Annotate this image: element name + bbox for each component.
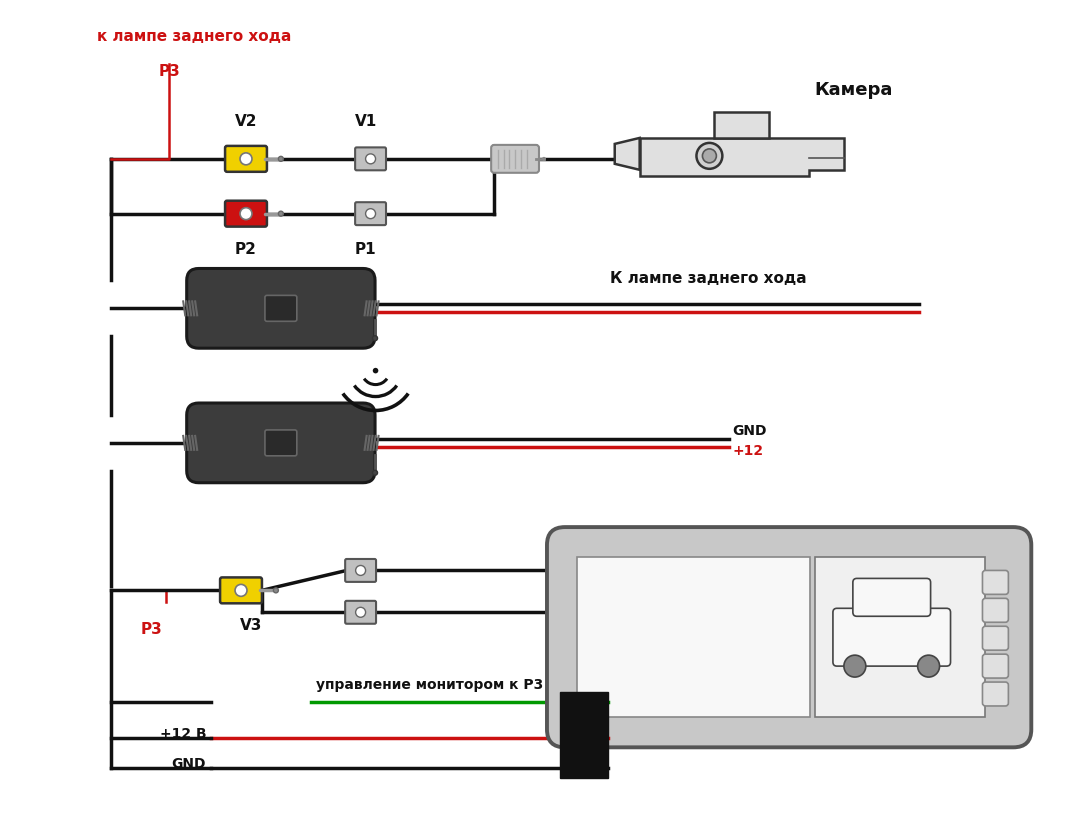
Circle shape (844, 655, 866, 677)
Circle shape (279, 156, 283, 161)
FancyBboxPatch shape (815, 557, 985, 717)
FancyBboxPatch shape (982, 598, 1009, 622)
Text: V1: V1 (355, 114, 376, 129)
Text: к лампе заднего хода: к лампе заднего хода (96, 29, 291, 44)
FancyBboxPatch shape (982, 682, 1009, 706)
Polygon shape (640, 138, 844, 176)
Circle shape (702, 149, 716, 163)
FancyBboxPatch shape (265, 295, 297, 321)
FancyBboxPatch shape (345, 559, 376, 582)
Text: P3: P3 (140, 622, 162, 637)
Circle shape (373, 470, 377, 476)
Circle shape (373, 336, 377, 341)
FancyBboxPatch shape (355, 147, 386, 170)
Polygon shape (614, 138, 640, 170)
FancyBboxPatch shape (187, 268, 375, 348)
Text: +12: +12 (732, 444, 763, 458)
Text: P2: P2 (235, 241, 257, 257)
Text: К лампе заднего хода: К лампе заднего хода (610, 272, 806, 286)
FancyBboxPatch shape (833, 608, 951, 666)
Text: P3: P3 (159, 64, 180, 79)
FancyBboxPatch shape (982, 571, 1009, 594)
Circle shape (356, 607, 366, 617)
Circle shape (697, 143, 723, 169)
Text: GND: GND (172, 757, 206, 771)
Circle shape (273, 588, 279, 593)
FancyBboxPatch shape (491, 145, 539, 173)
FancyBboxPatch shape (355, 202, 386, 225)
Text: V2: V2 (235, 114, 257, 129)
Circle shape (366, 209, 375, 219)
FancyBboxPatch shape (220, 577, 262, 603)
Polygon shape (714, 112, 770, 138)
Circle shape (373, 367, 378, 373)
FancyBboxPatch shape (547, 527, 1031, 747)
Circle shape (918, 655, 939, 677)
FancyBboxPatch shape (560, 692, 608, 778)
FancyBboxPatch shape (853, 578, 930, 616)
FancyBboxPatch shape (265, 430, 297, 456)
Text: управление монитором к P3: управление монитором к P3 (316, 678, 544, 692)
FancyBboxPatch shape (225, 146, 267, 172)
Circle shape (240, 153, 252, 165)
Text: GND: GND (732, 424, 766, 438)
FancyBboxPatch shape (225, 201, 267, 227)
Circle shape (240, 207, 252, 220)
Text: +12 В: +12 В (160, 727, 206, 741)
Circle shape (542, 157, 546, 161)
FancyBboxPatch shape (345, 601, 376, 624)
Text: P1: P1 (355, 241, 376, 257)
FancyBboxPatch shape (577, 557, 810, 717)
Circle shape (235, 585, 247, 597)
Circle shape (366, 154, 375, 164)
FancyBboxPatch shape (982, 626, 1009, 650)
FancyBboxPatch shape (982, 654, 1009, 678)
Text: Камера: Камера (815, 81, 893, 99)
Text: V3: V3 (240, 618, 263, 633)
Circle shape (279, 211, 283, 216)
Circle shape (356, 566, 366, 576)
FancyBboxPatch shape (187, 403, 375, 483)
